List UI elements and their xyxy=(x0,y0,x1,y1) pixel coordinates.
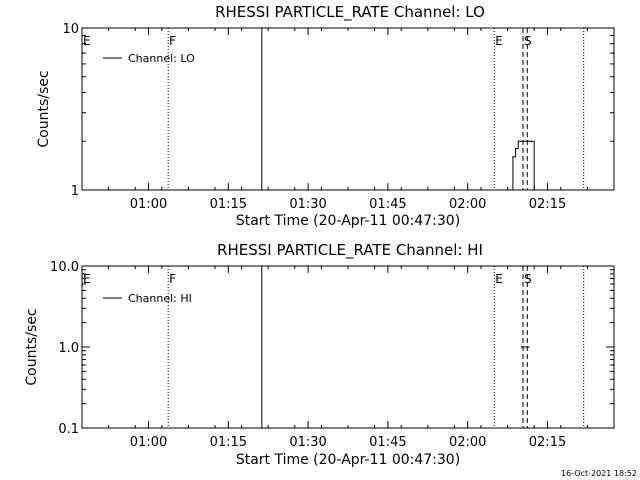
data-point xyxy=(514,148,517,150)
x-tick-label: 01:15 xyxy=(210,435,247,450)
x-tick-label: 01:30 xyxy=(289,197,326,212)
marker-label: E xyxy=(83,34,91,48)
marker-label: E xyxy=(495,272,503,286)
marker-label: E xyxy=(83,272,91,286)
panel-hi-ylabel: Counts/sec xyxy=(24,308,40,385)
panel-lo-ticks: 01:00 01:15 01:30 01:45 02:00 02:15 1 10 xyxy=(62,22,614,212)
y-tick-label: 1.0 xyxy=(58,341,79,356)
x-tick-label: 02:00 xyxy=(449,197,486,212)
x-tick-label: 01:30 xyxy=(289,435,326,450)
data-point xyxy=(525,140,527,142)
y-tick-label: 10.0 xyxy=(50,260,79,275)
data-point xyxy=(520,140,522,142)
panel-lo-series xyxy=(509,140,535,191)
data-point xyxy=(522,140,525,142)
x-tick-label: 02:15 xyxy=(529,435,566,450)
x-tick-label: 02:00 xyxy=(449,435,486,450)
panel-lo-xlabel: Start Time (20-Apr-11 00:47:30) xyxy=(236,213,460,229)
panel-lo-legend-label: Channel: LO xyxy=(128,52,195,65)
x-tick-label: 01:15 xyxy=(210,197,247,212)
data-point xyxy=(509,189,511,191)
data-point xyxy=(512,156,514,158)
panel-hi-xlabel: Start Time (20-Apr-11 00:47:30) xyxy=(236,452,460,468)
panel-hi: RHESSI PARTICLE_RATE Channel: HI 01:00 01… xyxy=(24,241,615,468)
data-point xyxy=(530,140,533,142)
marker-label: F xyxy=(169,34,176,48)
y-tick-label: 1 xyxy=(71,184,79,199)
marker-label: F xyxy=(169,272,176,286)
panel-hi-ticks: 01:00 01:15 01:30 01:45 02:00 02:15 0.1 1.0 10.0 xyxy=(50,260,614,450)
marker-label: E xyxy=(495,34,503,48)
panel-lo-title: RHESSI PARTICLE_RATE Channel: LO xyxy=(215,3,485,22)
x-tick-label: 02:15 xyxy=(529,197,566,212)
x-tick-label: 01:00 xyxy=(130,197,167,212)
data-point xyxy=(528,140,530,142)
panel-hi-title: RHESSI PARTICLE_RATE Channel: HI xyxy=(217,241,483,260)
y-tick-label: 0.1 xyxy=(58,422,79,437)
y-tick-label: 10 xyxy=(62,22,79,37)
footer-timestamp: 16-Oct-2021 18:52 xyxy=(561,469,637,478)
data-point xyxy=(517,140,519,142)
data-point xyxy=(520,346,523,348)
panel-lo-ylabel: Counts/sec xyxy=(36,70,52,147)
x-tick-label: 01:00 xyxy=(130,435,167,450)
data-point xyxy=(528,346,530,348)
marker-label: S xyxy=(524,272,532,286)
x-tick-label: 01:45 xyxy=(369,435,406,450)
marker-label: S xyxy=(524,34,532,48)
panel-hi-series xyxy=(520,346,530,348)
x-tick-label: 01:45 xyxy=(369,197,406,212)
data-point xyxy=(533,189,535,191)
panel-lo: RHESSI PARTICLE_RATE Channel: LO 01:00 01… xyxy=(36,3,615,229)
panel-hi-legend-label: Channel: HI xyxy=(128,292,192,305)
